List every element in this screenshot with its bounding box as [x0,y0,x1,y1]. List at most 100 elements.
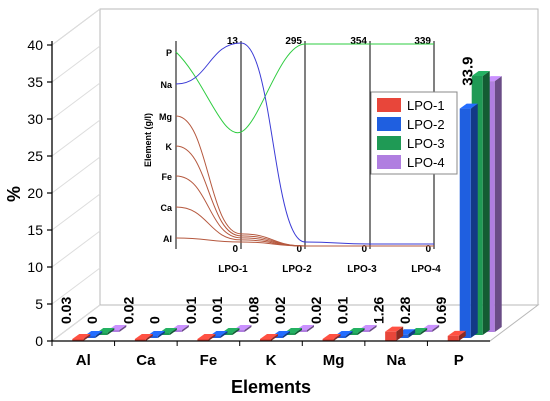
bar-lpo-4-al [108,330,120,332]
bar-lpo-2-na-side [408,329,416,338]
inset-x-tick-label: LPO-3 [347,264,377,275]
bar-lpo-3-fe-side [232,328,240,335]
bar-lpo-3-na [409,333,421,335]
bar-lpo-1-na-top [385,326,404,332]
x-axis-title: Elements [231,377,311,397]
legend-swatch [377,136,401,150]
y-tick-label: 40 [27,37,43,53]
bar-lpo-4-mg-side [369,325,377,332]
y-tick-label: 15 [27,222,43,238]
data-label: 0.01 [183,297,199,324]
inset-series-na [175,42,434,245]
inset-x-tick-label: LPO-2 [282,264,312,275]
data-label: 0 [84,316,100,324]
wall-gridline [51,267,101,305]
bar-lpo-3-k-side [295,328,302,335]
data-label: 0.28 [397,297,413,324]
inset-y-tick-label: Ca [160,203,172,213]
y-tick-label: 20 [27,185,43,201]
bar-lpo-4-fe-side [244,325,252,332]
bar-lpo-2-al-side [95,331,103,338]
inset-top-label: 339 [414,36,431,47]
bar-lpo-2-fe-side [220,331,228,338]
bar-lpo-2-ca [146,336,158,338]
bar-lpo-3-fe [221,333,233,335]
data-label: 0.02 [272,297,288,324]
inset-y-tick-label: K [166,142,173,152]
inset-y-tick-label: P [166,48,172,58]
bar-lpo-2-p-side [470,103,478,338]
bar-lpo-1-mg-side [333,334,341,341]
bar-series [72,71,502,341]
wall-gridline [51,156,101,194]
bar-lpo-1-k [260,339,271,341]
data-label: 0.02 [120,297,136,324]
x-tick-label: P [454,352,464,369]
legend-swatch [377,98,401,112]
chart-3d-frame [50,8,540,342]
bar-lpo-1-na-side [396,326,404,341]
x-tick-label: Al [76,352,91,369]
data-label: 0.01 [209,297,225,324]
data-label: 0.69 [433,297,449,324]
inset-y-tick-label: Mg [159,112,172,122]
data-label: 0 [147,316,163,324]
legend-swatch [377,117,401,131]
y-axis: 0 5 10 15 20 25 30 35 40 [27,37,53,349]
bar-lpo-4-k [296,330,307,332]
data-label: 0.01 [334,297,350,324]
data-label: 0.08 [245,297,261,324]
legend-label: LPO-3 [407,136,445,151]
bar-lpo-4-na [421,329,433,332]
bar-lpo-3-al [96,333,108,335]
inset-series-al [175,237,434,247]
x-tick-label: Ca [136,352,156,369]
bar-lpo-2-k [272,336,283,338]
bar-lpo-2-fe [209,336,221,338]
y-tick-label: 0 [35,333,43,349]
x-tick-label: Na [387,352,407,369]
x-tick-label: K [266,352,277,369]
legend-label: LPO-4 [407,155,445,170]
inset-bottom-label: 0 [232,244,238,255]
bar-lpo-2-p [459,108,471,338]
data-label: 0.02 [308,297,324,324]
bar-lpo-2-p-top [459,103,478,109]
y-tick-label: 30 [27,111,43,127]
bar-lpo-1-mg [322,339,334,341]
legend: LPO-1 LPO-2 LPO-3 LPO-4 [370,91,458,175]
bar-lpo-4-ca-side [181,325,189,332]
y-tick-label: 10 [27,259,43,275]
bar-lpo-1-na [385,331,397,341]
bar-lpo-1-fe-side [208,334,216,341]
data-label: 1.26 [371,297,387,324]
bar-lpo-3-mg-side [357,328,365,335]
y-tick-label: 35 [27,74,43,90]
x-tick-label: Fe [200,352,218,369]
bar-lpo-1-p [447,335,459,341]
bar-lpo-4-k-side [307,325,314,332]
inset-series-p [175,43,434,134]
bar-lpo-1-p-top [447,330,466,336]
inset-top-label: 13 [227,36,239,47]
data-label: 0.03 [58,297,74,324]
bar-lpo-3-ca-side [169,328,177,335]
bar-lpo-1-fe-top [197,334,216,339]
x-tick-label: Mg [323,352,345,369]
bar-lpo-1-al-top [72,334,91,339]
data-labels: 0.03 0 0.02 0 0.01 0.01 0.08 0.02 0.02 0.01 1.26 0.… [58,56,477,324]
inset-bottom-label: 0 [296,244,302,255]
bar-lpo-1-p-side [458,330,466,341]
legend-label: LPO-2 [407,117,445,132]
bar-lpo-1-ca [134,339,146,341]
wall-gridline [51,230,101,268]
bar-lpo-1-al [72,339,84,341]
bar-lpo-3-p-top [471,71,490,76]
bar-lpo-1-ca-side [145,334,153,341]
bar-lpo-1-al-side [83,334,91,341]
y-axis-title: % [4,186,24,202]
bar-lpo-1-k-side [271,334,278,341]
legend-label: LPO-1 [407,98,445,113]
inset-chart: P Na Mg K Fe Ca Al Element (g/l) LPO-1 13 0 LPO-2 29… [143,36,441,275]
